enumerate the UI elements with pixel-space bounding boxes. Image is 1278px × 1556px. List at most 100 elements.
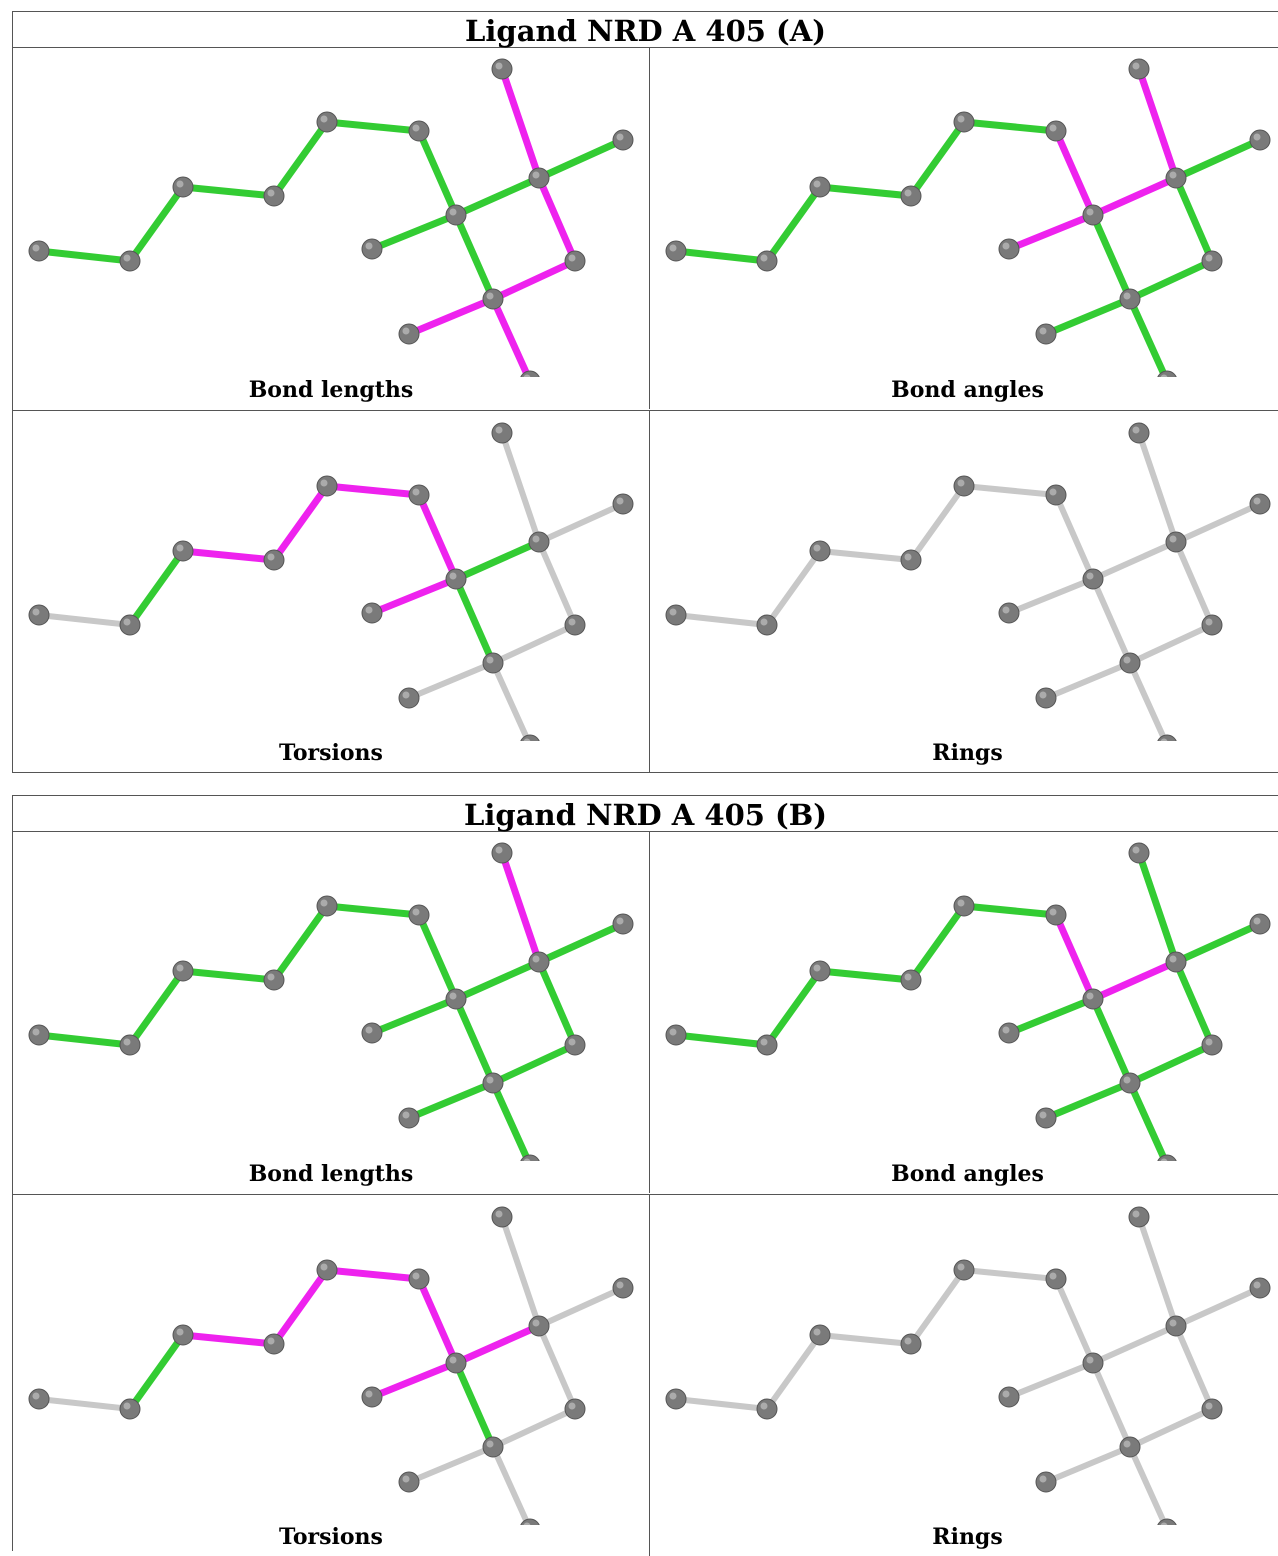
atom [756, 614, 778, 636]
atom [1045, 1268, 1067, 1290]
atom-highlight [123, 254, 131, 262]
bond [179, 967, 278, 984]
atom-highlight [1169, 955, 1177, 963]
atom [1165, 167, 1187, 189]
atom [482, 1072, 504, 1094]
atom-highlight [402, 1475, 410, 1483]
panel-caption: Bond lengths [248, 377, 414, 403]
atom-highlight [532, 1319, 540, 1327]
molecule-image [665, 422, 1271, 741]
atom-highlight [957, 899, 965, 907]
atom-highlight [449, 208, 457, 216]
atom-highlight [813, 544, 821, 552]
atom-highlight [616, 133, 624, 141]
atom-highlight [1039, 327, 1047, 335]
atom-highlight [402, 327, 410, 335]
atom-highlight [1002, 1026, 1010, 1034]
atom [316, 1259, 338, 1281]
bond [323, 482, 423, 499]
atom [408, 904, 430, 926]
atom [316, 111, 338, 133]
bond [1089, 211, 1134, 303]
atom-highlight [412, 908, 420, 916]
atom-highlight [957, 115, 965, 123]
atom [263, 1333, 285, 1355]
bond [179, 547, 278, 564]
atom [809, 540, 831, 562]
block-title: Ligand NRD A 405 (B) [13, 796, 1278, 832]
bond [270, 482, 331, 564]
atom-highlight [1039, 691, 1047, 699]
atom [1119, 1072, 1141, 1094]
bond [1053, 1276, 1096, 1366]
atom-highlight [532, 171, 540, 179]
bond [961, 483, 1059, 498]
atom [900, 1333, 922, 1355]
bond [1173, 1323, 1215, 1412]
atom [1128, 422, 1150, 444]
atom [1045, 484, 1067, 506]
bond [368, 211, 460, 253]
atom-highlight [123, 1038, 131, 1046]
atom [528, 951, 550, 973]
bond [961, 1267, 1059, 1282]
bond [452, 1322, 543, 1367]
atom-highlight [1049, 908, 1057, 916]
atom-highlight [486, 656, 494, 664]
atom-highlight [1086, 992, 1094, 1000]
bond [1006, 576, 1096, 616]
bond [490, 660, 532, 741]
atom [1201, 1398, 1223, 1420]
atom [119, 1034, 141, 1056]
atom [1119, 288, 1141, 310]
atom-highlight [669, 244, 677, 252]
atom [665, 604, 687, 626]
atom-highlight [760, 254, 768, 262]
atom [1128, 842, 1150, 864]
ligand-block-a: Ligand NRD A 405 (A) Bond lengths Bond a… [12, 11, 1278, 773]
atom [953, 1259, 975, 1281]
atom [1082, 1352, 1104, 1374]
atom-highlight [267, 553, 275, 561]
bond [536, 501, 626, 545]
molecule-image [665, 58, 1271, 377]
atom [398, 323, 420, 345]
atom [1249, 129, 1271, 151]
atom-highlight [532, 955, 540, 963]
bond [490, 1444, 532, 1525]
atom [482, 652, 504, 674]
bond [535, 920, 627, 966]
bond [179, 1331, 278, 1348]
atom [398, 687, 420, 709]
bond [452, 1359, 497, 1451]
atom-highlight [1169, 171, 1177, 179]
bond [1005, 995, 1097, 1037]
atom [665, 1388, 687, 1410]
atom [953, 895, 975, 917]
bond [672, 247, 771, 265]
atom [809, 960, 831, 982]
atom-highlight [760, 1038, 768, 1046]
atom [612, 493, 634, 515]
bond [1173, 501, 1263, 545]
atom [119, 1398, 141, 1420]
atom-highlight [365, 242, 373, 250]
atom-highlight [1049, 488, 1057, 496]
atom-highlight [904, 973, 912, 981]
bond [489, 1041, 579, 1087]
bond [270, 118, 331, 200]
atom-highlight [523, 374, 531, 377]
atom [612, 913, 634, 935]
atom-highlight [568, 1038, 576, 1046]
atom-highlight [523, 738, 531, 741]
atom [398, 1107, 420, 1129]
panel-caption: Bond angles [891, 1161, 1044, 1187]
bond [1172, 136, 1264, 182]
atom-highlight [365, 1026, 373, 1034]
bond [1127, 660, 1169, 741]
bond [1042, 1079, 1134, 1122]
bond [323, 118, 423, 135]
bond [1090, 1360, 1133, 1450]
atom [528, 1315, 550, 1337]
bond [1006, 1360, 1096, 1400]
